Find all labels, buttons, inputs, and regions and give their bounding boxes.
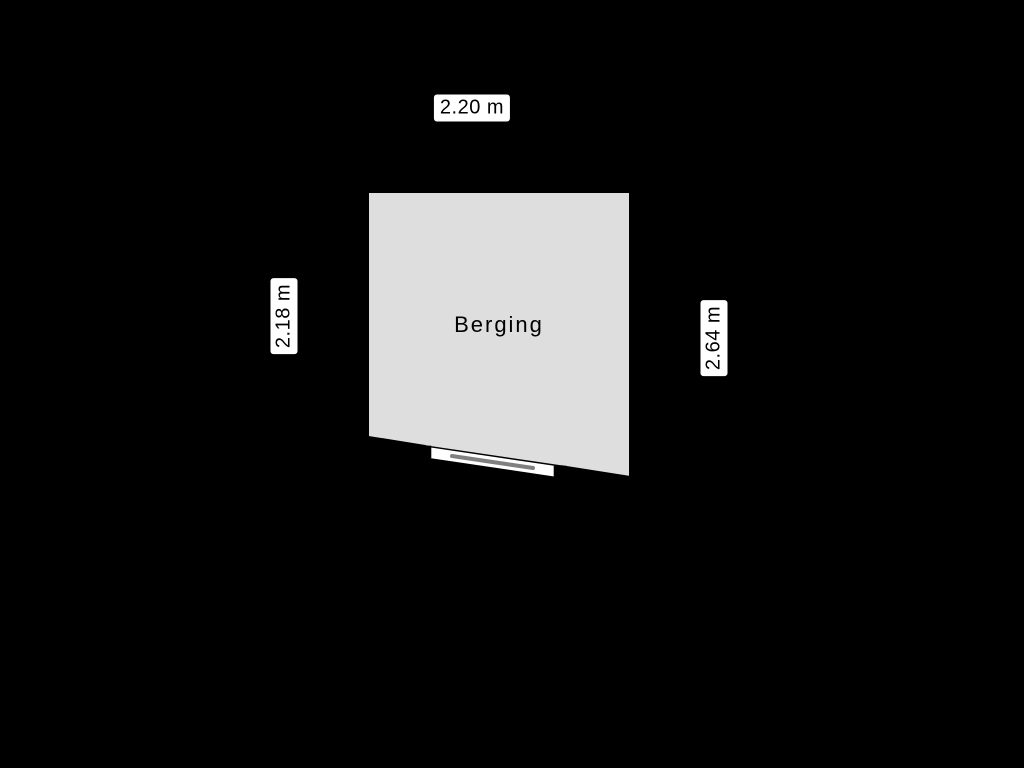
- dimension-left: 2.18 m: [271, 278, 298, 354]
- room-name-label: Berging: [454, 312, 544, 338]
- dimension-right: 2.64 m: [701, 300, 728, 376]
- floorplan-svg: [0, 0, 1024, 768]
- dimension-top: 2.20 m: [434, 95, 510, 122]
- door-jamb: [554, 466, 567, 479]
- floorplan-canvas: 2.20 m 2.18 m 2.64 m Berging: [0, 0, 1024, 768]
- door-jamb: [419, 446, 432, 459]
- wall-segment: [362, 442, 425, 452]
